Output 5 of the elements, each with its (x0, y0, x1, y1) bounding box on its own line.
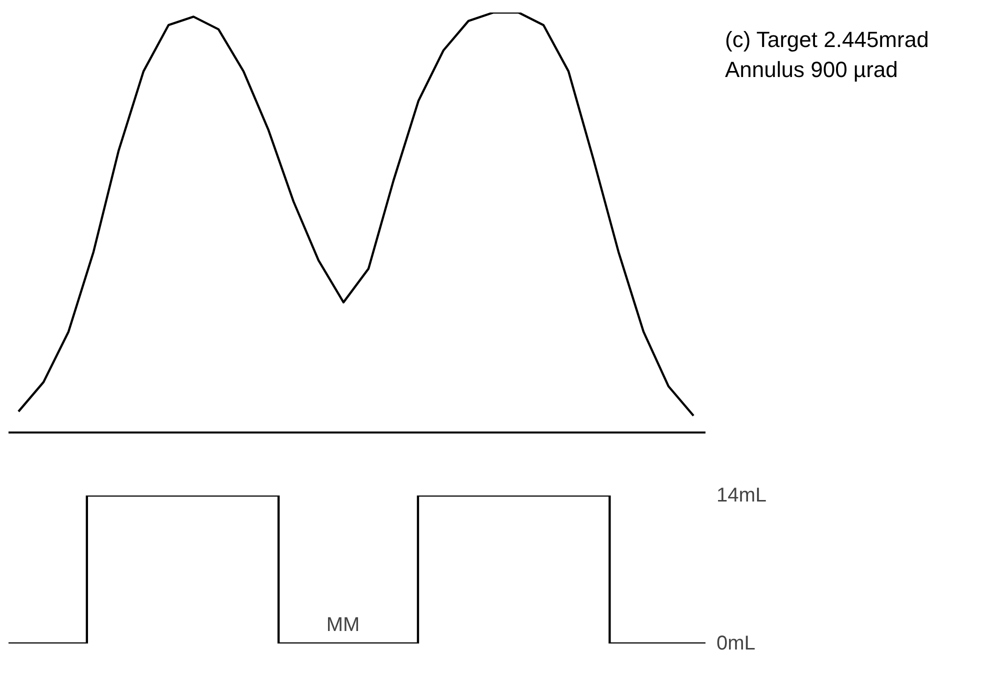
y-tick-label: 0mL (716, 632, 756, 654)
y-tick-label: 14mL (716, 484, 767, 506)
annotation: MM (326, 614, 360, 636)
text: (c) Target 2.445mrad (725, 27, 929, 52)
text: Annulus 900 µrad (725, 56, 898, 82)
